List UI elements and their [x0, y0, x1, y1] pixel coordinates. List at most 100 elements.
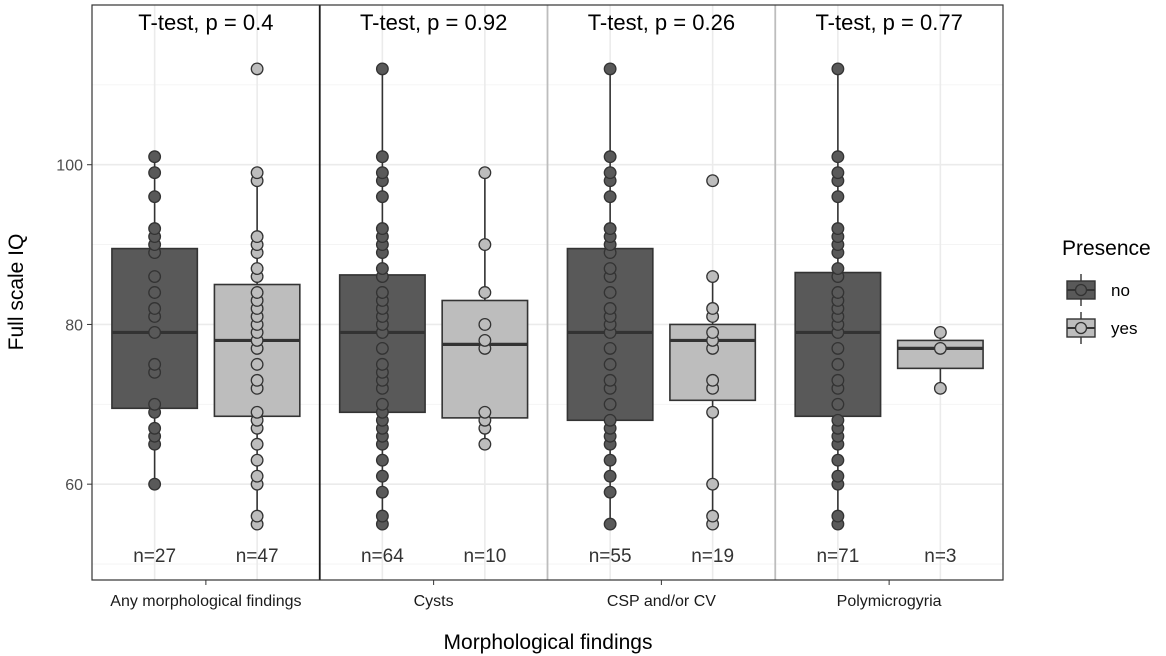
data-point — [831, 190, 845, 204]
data-point — [603, 166, 617, 180]
legend-key-yes: yes — [1066, 312, 1137, 344]
data-point — [706, 405, 720, 419]
data-point — [706, 302, 720, 315]
legend-label: yes — [1111, 319, 1137, 338]
data-point — [603, 517, 617, 531]
points-layer — [148, 62, 947, 531]
data-point — [375, 357, 389, 371]
data-point — [250, 405, 264, 419]
data-point — [706, 325, 720, 339]
data-point — [706, 509, 720, 523]
data-point — [148, 357, 162, 371]
data-point — [478, 437, 492, 451]
data-point — [831, 469, 845, 483]
legend: Presence no yes — [1062, 237, 1151, 344]
data-point — [933, 325, 947, 339]
data-point — [375, 453, 389, 467]
box-cysts-yes — [441, 172, 529, 445]
n-label: n=10 — [463, 546, 506, 567]
n-label: n=47 — [236, 546, 279, 567]
data-point — [375, 262, 389, 275]
data-point — [375, 397, 389, 411]
data-point — [706, 373, 720, 387]
data-point — [603, 341, 617, 355]
x-tick-label: Cysts — [414, 593, 454, 610]
data-point — [478, 317, 492, 331]
data-point — [148, 270, 162, 283]
data-point — [478, 405, 492, 419]
legend-label: no — [1111, 281, 1130, 300]
data-point — [148, 397, 162, 411]
data-point — [375, 469, 389, 483]
data-point — [831, 222, 845, 236]
plot-border — [91, 4, 1004, 581]
y-tick-label: 100 — [56, 158, 83, 175]
data-point — [148, 190, 162, 204]
data-point — [250, 453, 264, 467]
data-point — [375, 222, 389, 236]
ttest-annotation: T-test, p = 0.92 — [360, 10, 507, 35]
data-point — [250, 509, 264, 523]
legend-point — [1074, 283, 1088, 297]
n-label: n=27 — [133, 546, 176, 567]
data-point — [831, 453, 845, 467]
data-point — [375, 485, 389, 499]
n-label: n=71 — [816, 546, 859, 567]
x-tick-label: Any morphological findings — [110, 593, 301, 610]
data-point — [375, 190, 389, 204]
data-point — [603, 469, 617, 483]
data-point — [831, 397, 845, 411]
data-point — [831, 413, 845, 427]
data-point — [148, 325, 162, 339]
data-point — [250, 62, 264, 76]
ttest-annotation: T-test, p = 0.26 — [588, 10, 735, 35]
labels-layer: 60 80 100 n=27 n=47 T-test, p = 0.4 Any morpho… — [56, 10, 963, 610]
data-point — [831, 341, 845, 355]
data-point — [831, 166, 845, 180]
data-point — [831, 62, 845, 76]
data-point — [148, 150, 162, 164]
data-point — [375, 150, 389, 164]
data-point — [603, 190, 617, 204]
x-axis-title: Morphological findings — [444, 631, 653, 654]
data-point — [933, 341, 947, 355]
data-point — [250, 286, 264, 299]
n-label: n=55 — [589, 546, 632, 567]
data-point — [603, 485, 617, 499]
data-point — [148, 166, 162, 180]
data-point — [603, 150, 617, 164]
data-point — [478, 166, 492, 180]
data-point — [603, 286, 617, 299]
n-label: n=64 — [361, 546, 404, 567]
data-point — [250, 357, 264, 371]
data-point — [148, 302, 162, 315]
data-point — [148, 477, 162, 491]
data-point — [375, 166, 389, 180]
data-point — [375, 286, 389, 299]
legend-point — [1074, 321, 1088, 335]
data-point — [831, 286, 845, 299]
ttest-annotation: T-test, p = 0.77 — [815, 10, 962, 35]
data-point — [250, 262, 264, 275]
data-point — [603, 222, 617, 236]
box-polymicrogyria-yes — [896, 332, 984, 389]
ttest-annotation: T-test, p = 0.4 — [138, 10, 273, 35]
data-point — [250, 166, 264, 180]
data-point — [603, 413, 617, 427]
legend-title: Presence — [1062, 237, 1151, 260]
data-point — [706, 270, 720, 283]
data-point — [831, 262, 845, 275]
data-point — [831, 357, 845, 371]
data-point — [706, 174, 720, 188]
data-point — [148, 286, 162, 299]
data-point — [478, 333, 492, 347]
panel-frame — [87, 4, 1004, 585]
n-label: n=19 — [691, 546, 734, 567]
data-point — [250, 469, 264, 483]
data-point — [478, 238, 492, 252]
data-point — [478, 286, 492, 299]
data-point — [603, 262, 617, 275]
data-point — [375, 62, 389, 76]
legend-key-no: no — [1066, 274, 1130, 306]
